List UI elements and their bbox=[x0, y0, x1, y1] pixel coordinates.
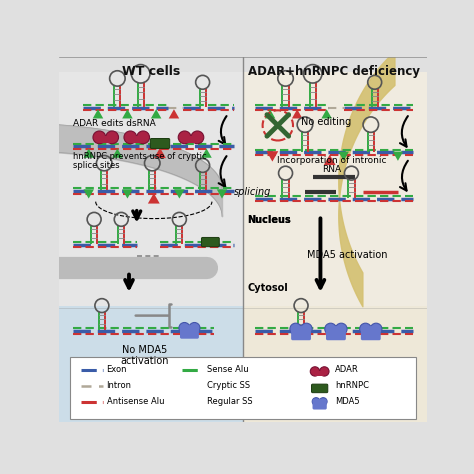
Polygon shape bbox=[112, 148, 123, 158]
Circle shape bbox=[325, 323, 337, 335]
Polygon shape bbox=[392, 152, 403, 161]
Text: RNA: RNA bbox=[322, 164, 342, 173]
Circle shape bbox=[312, 398, 320, 405]
Bar bbox=[59, 57, 243, 322]
Bar bbox=[59, 57, 427, 72]
Bar bbox=[100, 136, 112, 143]
FancyBboxPatch shape bbox=[150, 138, 170, 148]
Circle shape bbox=[301, 323, 312, 335]
Circle shape bbox=[106, 131, 118, 144]
FancyBboxPatch shape bbox=[70, 357, 416, 419]
FancyBboxPatch shape bbox=[312, 399, 327, 410]
Text: splicing: splicing bbox=[234, 187, 272, 197]
Polygon shape bbox=[292, 109, 302, 118]
Text: splice sites: splice sites bbox=[73, 161, 120, 170]
Circle shape bbox=[178, 131, 191, 144]
Polygon shape bbox=[324, 155, 336, 165]
Circle shape bbox=[137, 131, 149, 144]
Polygon shape bbox=[83, 148, 94, 158]
Text: Antisense Alu: Antisense Alu bbox=[107, 397, 164, 406]
Circle shape bbox=[360, 323, 371, 335]
Circle shape bbox=[179, 322, 190, 334]
Polygon shape bbox=[122, 109, 133, 118]
Text: Intron: Intron bbox=[107, 381, 131, 390]
Text: WT cells: WT cells bbox=[121, 65, 180, 78]
Text: Nucleus: Nucleus bbox=[247, 215, 292, 225]
Text: ADAR: ADAR bbox=[335, 365, 359, 374]
Circle shape bbox=[370, 323, 382, 335]
Polygon shape bbox=[122, 189, 133, 199]
Polygon shape bbox=[148, 193, 160, 203]
FancyBboxPatch shape bbox=[311, 384, 328, 392]
Polygon shape bbox=[217, 189, 227, 199]
Polygon shape bbox=[151, 109, 161, 118]
Text: Regular SS: Regular SS bbox=[207, 397, 253, 406]
FancyBboxPatch shape bbox=[201, 237, 219, 246]
Text: hnRNPC prevents use of cryptic: hnRNPC prevents use of cryptic bbox=[73, 152, 207, 161]
Polygon shape bbox=[169, 109, 179, 118]
FancyBboxPatch shape bbox=[291, 326, 311, 340]
Text: Exon: Exon bbox=[107, 365, 127, 374]
Polygon shape bbox=[83, 189, 94, 199]
Polygon shape bbox=[265, 109, 275, 118]
Text: MDA5: MDA5 bbox=[335, 397, 360, 406]
Text: ADAR+hnRNPC deficiency: ADAR+hnRNPC deficiency bbox=[248, 65, 420, 78]
Circle shape bbox=[336, 323, 347, 335]
Circle shape bbox=[124, 131, 137, 144]
FancyBboxPatch shape bbox=[326, 326, 346, 340]
Circle shape bbox=[319, 367, 329, 376]
Polygon shape bbox=[186, 396, 196, 405]
Text: No editing: No editing bbox=[301, 117, 351, 127]
Text: MDA5 activation: MDA5 activation bbox=[307, 250, 388, 260]
Polygon shape bbox=[338, 152, 349, 161]
Circle shape bbox=[319, 398, 327, 405]
Circle shape bbox=[93, 131, 106, 144]
Polygon shape bbox=[321, 109, 332, 118]
Circle shape bbox=[310, 367, 319, 376]
Circle shape bbox=[290, 323, 301, 335]
Text: Nucleus: Nucleus bbox=[247, 215, 292, 225]
Text: Incorporation of intronic: Incorporation of intronic bbox=[277, 156, 387, 165]
Circle shape bbox=[189, 322, 200, 334]
Text: Sense Alu: Sense Alu bbox=[207, 365, 249, 374]
Circle shape bbox=[191, 131, 204, 144]
FancyBboxPatch shape bbox=[361, 326, 381, 340]
Bar bbox=[315, 371, 324, 376]
FancyBboxPatch shape bbox=[180, 325, 199, 339]
Polygon shape bbox=[266, 151, 278, 162]
Text: Cryptic SS: Cryptic SS bbox=[207, 381, 250, 390]
Polygon shape bbox=[186, 380, 196, 389]
Text: hnRNPC: hnRNPC bbox=[335, 381, 369, 390]
Text: No MDA5
activation: No MDA5 activation bbox=[120, 345, 169, 366]
Polygon shape bbox=[174, 189, 185, 199]
Bar bbox=[243, 306, 427, 422]
Polygon shape bbox=[201, 148, 212, 158]
Bar bbox=[184, 136, 197, 143]
Bar bbox=[59, 306, 243, 422]
Polygon shape bbox=[93, 109, 103, 118]
Text: Cytosol: Cytosol bbox=[247, 283, 288, 293]
Text: ADAR edits dsRNA: ADAR edits dsRNA bbox=[73, 119, 156, 128]
Bar bbox=[130, 136, 143, 143]
Bar bbox=[243, 57, 427, 322]
Polygon shape bbox=[154, 148, 166, 158]
